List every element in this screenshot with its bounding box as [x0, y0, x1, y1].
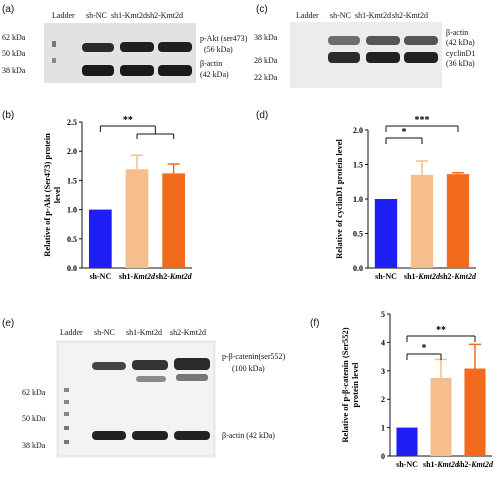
- y-tick-label: 0.5: [67, 235, 77, 244]
- y-tick-label: 0.0: [67, 264, 77, 273]
- panel-c-label: (c): [256, 4, 268, 15]
- bar: [396, 427, 418, 456]
- x-tick-label: sh1-Kmt2d: [404, 272, 441, 281]
- significance-label: **: [436, 325, 446, 336]
- lane-label: sh-NC: [86, 11, 107, 20]
- x-tick-label: sh2-Kmt2d: [156, 272, 193, 281]
- y-tick-label: 0.5: [353, 230, 363, 239]
- marker-label: 62 kDa: [22, 388, 46, 397]
- y-tick-label: 0.0: [353, 264, 363, 273]
- marker-label: 22 kDa: [254, 73, 278, 82]
- lane-label: sh-NC: [94, 328, 115, 337]
- lane-label: sh2-Kmt2d: [147, 11, 183, 20]
- marker-label: 28 kDa: [254, 56, 278, 65]
- significance-label: ***: [415, 115, 430, 126]
- y-axis-label: Relative of p-β-catenin (Ser552): [340, 327, 350, 442]
- bar: [446, 174, 470, 268]
- band-label: (36 kDa): [446, 59, 475, 68]
- y-tick-label: 2.0: [353, 126, 363, 135]
- marker-label: 50 kDa: [22, 414, 46, 423]
- x-tick-label: sh-NC: [375, 272, 397, 281]
- y-tick-label: 2.0: [67, 147, 77, 156]
- chart-b: 0.0 0.5 1.0 1.5 2.0 2.5 Relative of p-Akt (Ser…: [42, 115, 193, 281]
- blot-e: Ladder sh-NC sh1-Kmt2d sh2-Kmt2d 62 kDa …: [0, 310, 300, 470]
- y-tick-label: 1.0: [353, 195, 363, 204]
- y-tick-label: 5: [381, 310, 385, 319]
- band-label: β-actin (42 kDa): [222, 431, 275, 440]
- band-label: (42 kDa): [446, 38, 475, 47]
- marker-label: 50 kDa: [2, 49, 26, 58]
- blot-a-image: [44, 23, 196, 83]
- band-label: p-β-catenin(ser552): [222, 352, 286, 361]
- panel-e-label: (e): [2, 318, 15, 329]
- lane-label: sh1-Kmt2d: [355, 11, 391, 20]
- y-axis-label: level: [52, 186, 62, 203]
- y-axis-label: protein level: [350, 362, 360, 408]
- x-tick-label: sh2-Kmt2d: [457, 460, 494, 469]
- y-tick-label: 0: [381, 452, 385, 461]
- lane-label: Ladder: [60, 328, 83, 337]
- y-tick-label: 2: [381, 395, 385, 404]
- x-tick-label: sh1-Kmt2d: [423, 460, 460, 469]
- chart-d: 0.0 0.5 1.0 1.5 2.0 Relative of cyclinD1 prot…: [334, 115, 477, 281]
- blot-e-image: [56, 340, 216, 458]
- lane-label: sh2-Kmt2d: [170, 328, 206, 337]
- marker-label: 38 kDa: [254, 33, 278, 42]
- bar: [162, 173, 186, 268]
- y-tick-label: 4: [381, 338, 385, 347]
- significance-label: **: [123, 115, 133, 126]
- band-label: (42 kDa): [200, 70, 229, 79]
- marker-label: 62 kDa: [2, 33, 26, 42]
- y-tick-label: 1.0: [67, 206, 77, 215]
- band-label: (100 kDa): [232, 364, 265, 373]
- blot-c: Ladder sh-NC sh1-Kmt2d sh2-Kmt2d 38 kDa …: [250, 0, 500, 90]
- chart-f: 0 1 2 3 4 5 Relative of p-β-catenin (Ser552) pr…: [340, 310, 494, 469]
- panel-f-label: (f): [310, 318, 320, 329]
- marker-label: 38 kDa: [22, 441, 46, 450]
- lane-label: Ladder: [296, 11, 319, 20]
- y-tick-label: 3: [381, 367, 385, 376]
- lane-label: sh2-Kmt2d: [392, 11, 428, 20]
- y-tick-label: 2.5: [67, 118, 77, 127]
- significance-label: *: [422, 343, 427, 354]
- bar: [374, 199, 398, 268]
- lane-label: Ladder: [52, 11, 75, 20]
- lane-label: sh1-Kmt2d: [111, 11, 147, 20]
- y-tick-label: 1: [381, 424, 385, 433]
- x-tick-label: sh1-Kmt2d: [119, 272, 156, 281]
- x-tick-label: sh-NC: [396, 460, 418, 469]
- lane-label: sh1-Kmt2d: [126, 328, 162, 337]
- bar: [430, 377, 452, 456]
- bar: [410, 174, 434, 268]
- y-tick-label: 1.5: [67, 176, 77, 185]
- blot-a: Ladder sh-NC sh1-Kmt2d sh2-Kmt2d 62 kDa …: [0, 0, 250, 90]
- y-tick-label: 1.5: [353, 161, 363, 170]
- panel-d-label: (d): [256, 110, 269, 121]
- band-label: (56 kDa): [204, 45, 233, 54]
- panel-a-label: (a): [2, 4, 15, 15]
- band-label: β-actin: [200, 59, 223, 68]
- bar: [464, 368, 486, 456]
- lane-label: sh-NC: [330, 11, 351, 20]
- y-axis-label: Relative of cyclinD1 protein level: [334, 138, 344, 258]
- significance-label: *: [402, 127, 407, 138]
- band-label: cyclinD1: [446, 49, 476, 58]
- bar: [125, 169, 149, 268]
- panel-b-label: (b): [2, 110, 15, 121]
- y-axis-label: Relative of p-Akt (Ser473) protein: [42, 133, 52, 257]
- x-tick-label: sh-NC: [89, 272, 111, 281]
- x-tick-label: sh2-Kmt2d: [440, 272, 477, 281]
- band-label: p-Akt (ser473): [200, 34, 248, 43]
- marker-label: 38 kDa: [2, 66, 26, 75]
- bar: [88, 209, 112, 268]
- blot-c-image: [290, 22, 442, 88]
- band-label: β-actin: [446, 28, 469, 37]
